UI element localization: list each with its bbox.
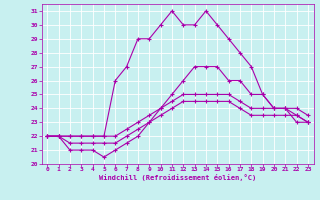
- X-axis label: Windchill (Refroidissement éolien,°C): Windchill (Refroidissement éolien,°C): [99, 174, 256, 181]
